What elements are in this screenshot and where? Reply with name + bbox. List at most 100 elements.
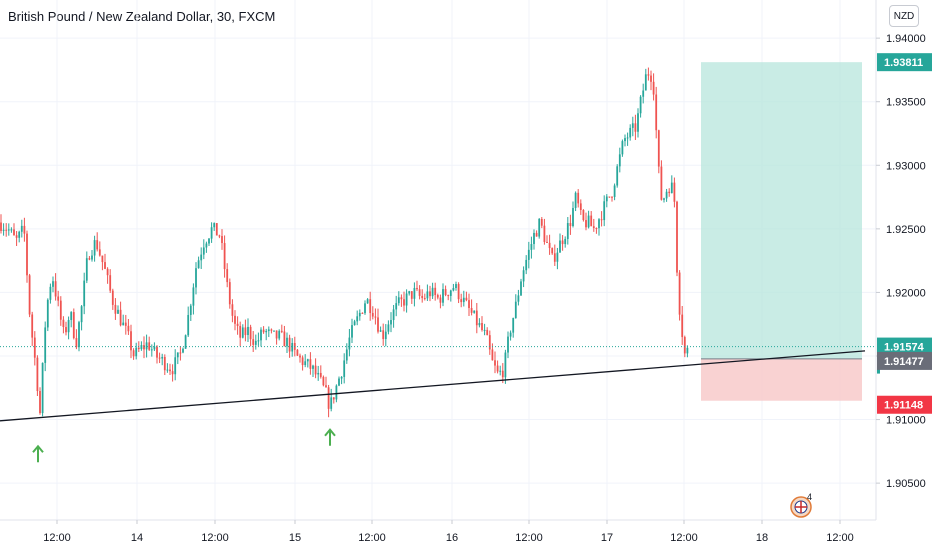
candle xyxy=(184,334,187,349)
candle xyxy=(392,304,395,328)
candle xyxy=(197,256,200,269)
candle xyxy=(75,329,78,350)
candle xyxy=(390,312,392,333)
stop-zone[interactable] xyxy=(701,358,862,401)
candle xyxy=(187,306,190,337)
time-axis[interactable]: 12:00 14 12:00 15 12:00 16 12:00 17 12:00 18 12:00 xyxy=(43,520,854,544)
candle xyxy=(686,345,689,358)
candle xyxy=(23,217,26,242)
price-tick-label: 1.93500 xyxy=(886,97,926,109)
candle xyxy=(231,299,234,323)
candle xyxy=(366,298,369,304)
candle xyxy=(158,352,161,364)
candle xyxy=(592,218,595,232)
candle xyxy=(122,314,125,326)
candle xyxy=(299,353,301,363)
candle xyxy=(509,330,512,341)
stop-price-badge: 1.91148 xyxy=(877,395,932,414)
candle xyxy=(678,270,681,321)
candle xyxy=(161,353,164,366)
candle xyxy=(267,326,270,338)
candle xyxy=(304,354,307,368)
price-tick-label: 1.92500 xyxy=(886,224,926,236)
candle xyxy=(429,285,431,302)
target-zone[interactable] xyxy=(701,62,862,359)
candle xyxy=(403,291,405,312)
candle xyxy=(631,116,634,137)
arrow-markers xyxy=(32,428,336,463)
candle xyxy=(436,293,439,300)
candle xyxy=(470,299,473,316)
candle xyxy=(33,331,36,366)
position-zones[interactable] xyxy=(701,62,862,401)
candle xyxy=(639,95,642,118)
candle xyxy=(176,352,179,365)
events-badge[interactable]: 4 xyxy=(790,492,812,518)
candle xyxy=(179,346,182,361)
candle xyxy=(234,310,236,331)
candle xyxy=(418,285,421,300)
candle xyxy=(447,294,450,301)
candle xyxy=(72,308,75,340)
candle xyxy=(202,239,205,260)
candle xyxy=(533,229,535,250)
candle xyxy=(616,164,619,188)
candle xyxy=(650,70,652,91)
candle xyxy=(91,250,93,262)
candle xyxy=(278,329,281,341)
candle xyxy=(192,283,195,315)
candle xyxy=(517,289,520,306)
candle xyxy=(338,376,340,387)
time-tick-label: 14 xyxy=(131,532,143,544)
candle xyxy=(585,212,587,231)
candle xyxy=(434,282,437,301)
candle xyxy=(364,300,366,315)
svg-text:1.91148: 1.91148 xyxy=(884,400,923,412)
candle xyxy=(41,362,44,417)
candle xyxy=(127,319,130,335)
candle xyxy=(26,230,28,283)
candle xyxy=(624,134,626,147)
candle xyxy=(577,189,580,208)
support-arrow-right-icon xyxy=(324,428,336,446)
price-axis[interactable]: 1.94000 1.93500 1.93000 1.92500 1.92000 1.915… xyxy=(876,33,926,490)
candle xyxy=(296,348,299,357)
candle xyxy=(444,285,447,297)
candle xyxy=(665,188,668,202)
time-tick-label: 12:00 xyxy=(358,532,386,544)
candle xyxy=(96,232,99,252)
candle xyxy=(374,308,377,325)
candle xyxy=(488,330,491,355)
current-price-badge: 1.91574 xyxy=(877,337,932,356)
candle xyxy=(642,83,645,104)
trendline[interactable] xyxy=(0,350,866,422)
candle xyxy=(483,323,486,336)
candle xyxy=(676,200,678,277)
candle xyxy=(400,294,403,307)
candle xyxy=(343,353,346,384)
candle xyxy=(660,160,663,201)
currency-button[interactable]: NZD xyxy=(889,5,919,27)
candle xyxy=(449,289,452,302)
candle xyxy=(153,342,156,352)
time-tick-label: 12:00 xyxy=(201,532,229,544)
candle xyxy=(83,272,86,315)
candle xyxy=(540,217,543,229)
candle xyxy=(244,319,247,342)
candle xyxy=(595,227,598,234)
candle xyxy=(223,235,226,278)
candle xyxy=(273,330,275,332)
candle xyxy=(288,334,291,358)
candle xyxy=(169,363,171,375)
candle xyxy=(465,291,468,302)
candle xyxy=(174,349,177,381)
candle xyxy=(348,328,351,357)
candle xyxy=(101,255,104,271)
candle xyxy=(681,305,684,345)
candle xyxy=(657,129,660,174)
candle xyxy=(475,302,478,334)
candle xyxy=(325,376,327,388)
candle xyxy=(457,282,460,304)
chart-title: British Pound / New Zealand Dollar, 30, … xyxy=(8,9,276,24)
